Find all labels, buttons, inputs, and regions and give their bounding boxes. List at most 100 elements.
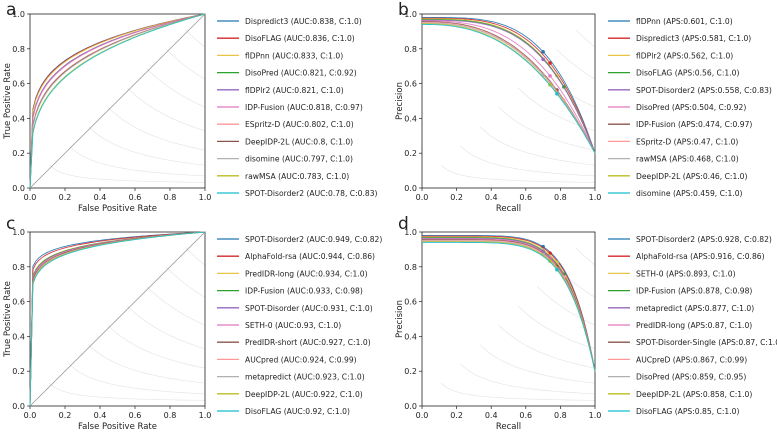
y-tick-label: 0.0 (404, 402, 417, 411)
contour-line (460, 363, 596, 395)
series-line (422, 21, 596, 154)
contour-line (498, 324, 596, 369)
contour-line (517, 305, 596, 350)
legend-entry: Dispredict3 (APS:0.581, C:1.0) (636, 34, 751, 43)
x-tick-label: 0.0 (416, 193, 429, 202)
contour-line (185, 29, 206, 48)
legend-entry: SETH-0 (AUC:0.93, C:1.0) (245, 321, 341, 330)
x-tick-label: 0.2 (450, 193, 463, 202)
x-tick-label: 0.6 (519, 193, 532, 202)
series-threshold-point (541, 57, 545, 62)
contour-lines (440, 247, 596, 401)
x-tick-label: 0.4 (485, 411, 498, 420)
legend-entry: DisoFLAG (AUC:0.836, C:1.0) (245, 34, 355, 43)
contour-line (165, 48, 206, 80)
y-tick-label: 1.0 (12, 228, 25, 237)
legend-entry: disomine (APS:0.459, C:1.0) (636, 189, 743, 198)
contour-line (49, 382, 206, 401)
legend-entry: metapredict (APS:0.877, C:1.0) (636, 304, 754, 313)
legend-entry: SPOT-Disorder2 (APS:0.928, C:0.82) (636, 235, 772, 244)
contour-lines (49, 247, 206, 401)
x-tick-label: 0.4 (485, 193, 498, 202)
legend-entry: SPOT-Disorder2 (APS:0.558, C:0.83) (636, 86, 772, 95)
legend-entry: DisoPred (APS:0.859, C:0.95) (636, 373, 746, 382)
contour-lines (49, 29, 206, 183)
y-tick-label: 1.0 (404, 10, 417, 19)
legend-entry: ESpritz-D (AUC:0.802, C:1.0) (245, 120, 354, 129)
contour-line (68, 363, 206, 395)
diagonal-reference-line (29, 231, 206, 407)
series-line (422, 235, 596, 372)
contour-line (498, 106, 596, 151)
series-line (422, 19, 596, 154)
y-tick-label: 0.4 (404, 332, 417, 341)
series-line (422, 241, 596, 372)
legend-entry: IDP-Fusion (APS:0.878, C:0.98) (636, 287, 752, 296)
contour-line (146, 68, 206, 108)
plot-frame (29, 231, 206, 407)
x-tick-label: 0.0 (24, 411, 37, 420)
legend-entry: flDPnn (AUC:0.833, C:1.0) (245, 51, 343, 60)
y-tick-label: 0.0 (12, 184, 25, 193)
contour-lines (440, 29, 596, 183)
chart-c-roc: 0.0 0.2 0.4 0.6 0.8 1.0 0.0 0.2 0.4 0.6 0.8 1.0 Fals… (3, 228, 382, 432)
legend-entry: SETH-0 (APS:0.893, C:1.0) (636, 269, 736, 278)
contour-line (460, 145, 596, 177)
legend-entry: SPOT-Disorder2 (AUC:0.78, C:0.83) (245, 189, 378, 198)
chart-a-roc: 0.0 0.2 0.4 0.6 0.8 1.0 0.0 0.2 0.4 0.6 0.8 1.0 Fals… (3, 10, 378, 214)
legend-entry: SPOT-Disorder2 (AUC:0.949, C:0.82) (245, 235, 382, 244)
y-tick-label: 0.0 (12, 402, 25, 411)
contour-line (88, 344, 206, 384)
series-line (422, 237, 596, 372)
x-tick-label: 0.8 (554, 193, 567, 202)
series-line (422, 239, 596, 372)
legend-entry: rawMSA (AUC:0.783, C:1.0) (245, 172, 349, 181)
series-line (421, 22, 596, 154)
x-axis-label: False Positive Rate (78, 204, 157, 214)
y-tick-label: 0.0 (404, 184, 417, 193)
series-line (422, 21, 596, 154)
y-tick-label: 0.2 (404, 367, 417, 376)
chart-d-precision-recall: 0.0 0.2 0.4 0.6 0.8 1.0 0.0 0.2 0.4 0.6 0.8 1.0 Reca… (395, 228, 777, 432)
x-tick-label: 0.2 (450, 411, 463, 420)
panel-letter-c: c (6, 214, 16, 234)
plot-frame (421, 13, 596, 189)
x-tick-label: 0.6 (129, 193, 142, 202)
contour-line (165, 266, 206, 298)
y-tick-label: 1.0 (12, 10, 25, 19)
contour-line (68, 145, 206, 177)
contour-line (479, 344, 596, 384)
series-line (422, 18, 596, 154)
series-line (29, 231, 206, 407)
legend-entry: DisoFLAG (APS:0.85, C:1.0) (636, 407, 739, 416)
series-threshold-point (548, 74, 552, 78)
contour-line (575, 29, 596, 48)
x-tick-label: 0.8 (164, 193, 177, 202)
y-tick-label: 0.4 (12, 114, 25, 123)
legend-entry: Dispredict3 (AUC:0.838, C:1.0) (245, 17, 362, 26)
chart-b-precision-recall: 0.0 0.2 0.4 0.6 0.8 1.0 0.0 0.2 0.4 0.6 0.8 1.0 Reca… (395, 10, 772, 214)
y-tick-label: 0.4 (12, 332, 25, 341)
x-axis-label: Recall (496, 422, 521, 432)
legend-entry: AUCpreD (APS:0.867, C:0.99) (636, 355, 747, 364)
y-tick-label: 0.6 (404, 80, 417, 89)
x-tick-label: 0.0 (416, 411, 429, 420)
series-line (29, 13, 206, 189)
panel-letter-d: d (398, 214, 409, 234)
x-tick-label: 1.0 (199, 193, 212, 202)
contour-line (479, 126, 596, 166)
legend-entry: AlphaFold-rsa (AUC:0.944, C:0.86) (245, 252, 375, 261)
series-line (422, 236, 596, 372)
legend-entry: flDPnn (APS:0.601, C:1.0) (636, 17, 733, 26)
series-line (422, 238, 596, 372)
y-tick-label: 0.8 (404, 45, 417, 54)
x-axis-label: False Positive Rate (78, 422, 157, 432)
contour-line (537, 286, 596, 326)
contour-line (107, 106, 206, 151)
series-line (29, 13, 206, 189)
y-tick-label: 0.8 (12, 263, 25, 272)
legend-entry: disomine (AUC:0.797, C:1.0) (245, 155, 353, 164)
contour-line (575, 247, 596, 266)
legend-entry: SPOT-Disorder-Single (APS:0.87, C:1.0) (636, 338, 777, 347)
x-tick-label: 1.0 (589, 193, 602, 202)
